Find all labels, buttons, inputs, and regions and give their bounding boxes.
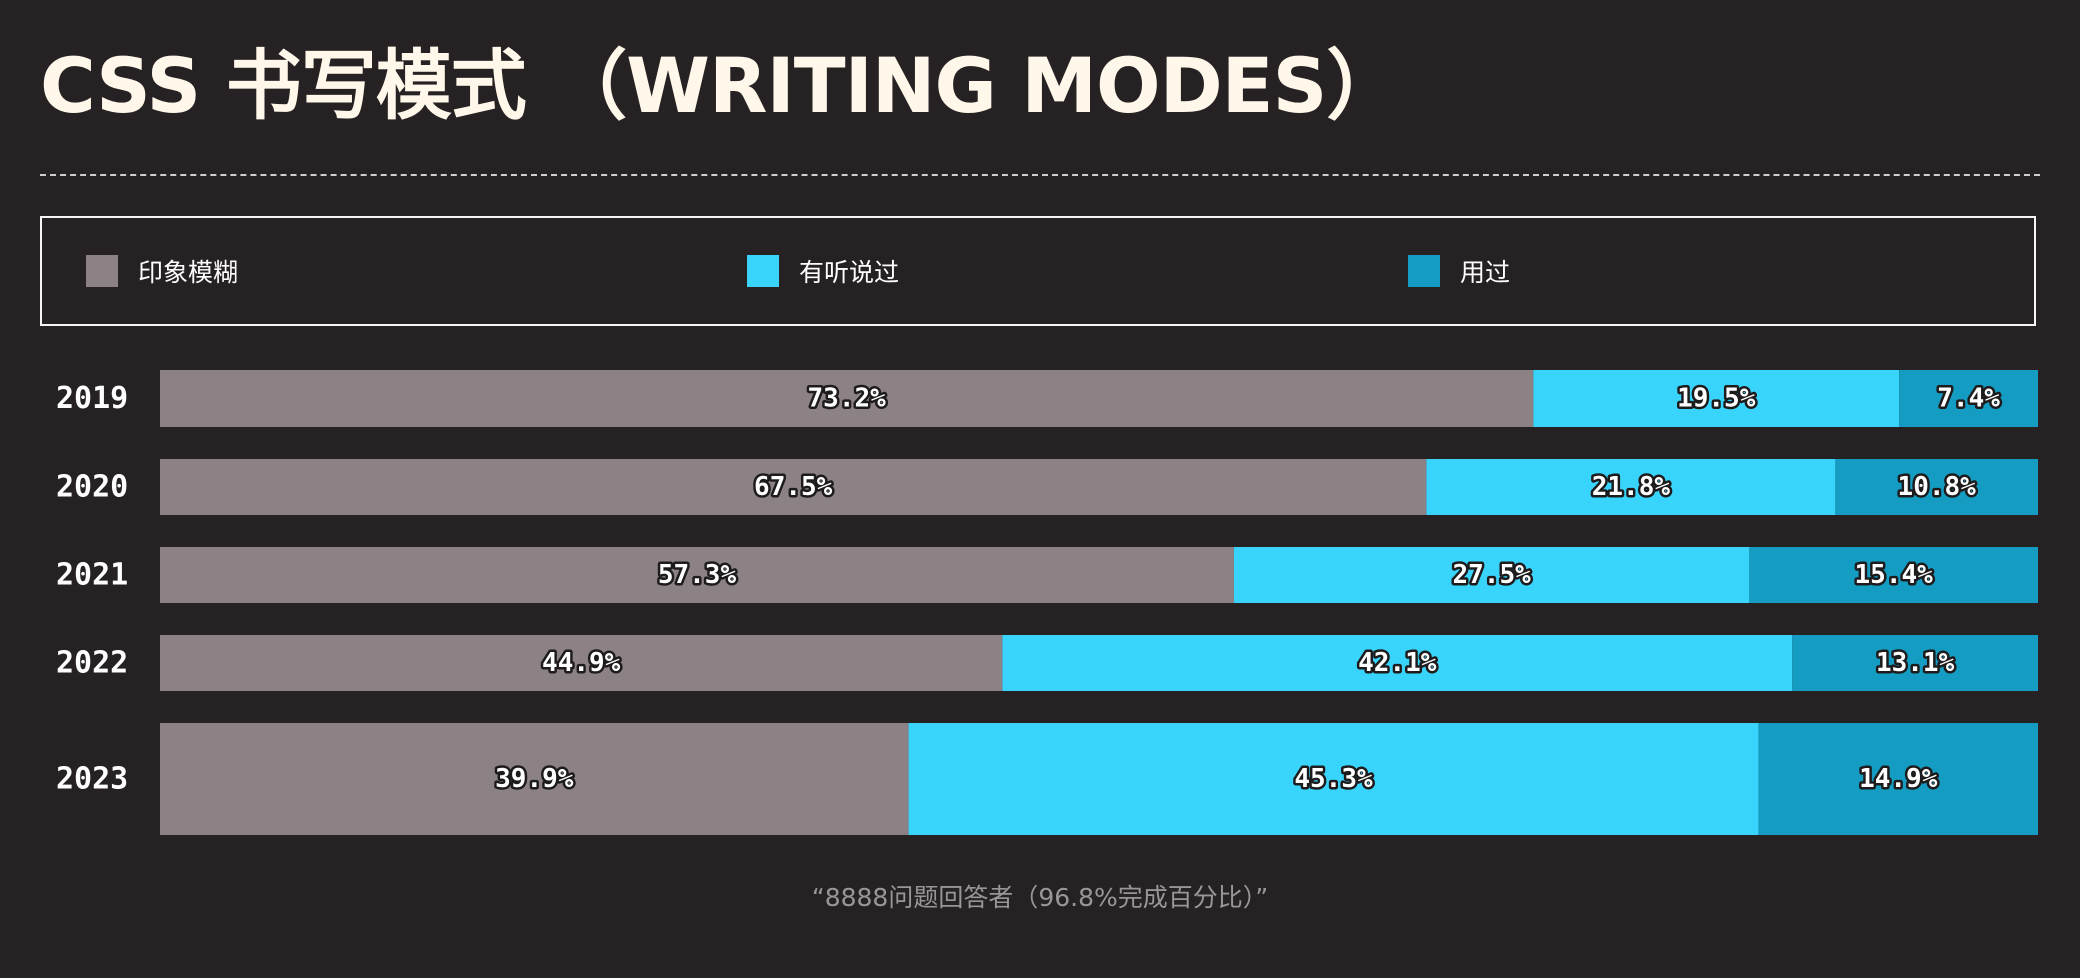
bar-label-2020-used: 10.8% (1898, 472, 1977, 502)
bar-2023-used[interactable] (1758, 723, 2038, 835)
bar-2020-used[interactable] (1835, 459, 2038, 515)
legend-swatch-vague (86, 255, 118, 287)
legend-item-vague[interactable]: 印象模糊 (86, 218, 238, 324)
bar-2019-used[interactable] (1899, 370, 2038, 427)
legend-label-heard-of: 有听说过 (799, 258, 900, 287)
bar-2022-vague[interactable] (160, 635, 1003, 691)
bar-label-2022-used: 13.1% (1876, 648, 1955, 678)
bar-2021-used[interactable] (1749, 547, 2038, 603)
bar-2020-heard-of[interactable] (1426, 459, 1836, 515)
bar-label-2022-heard-of: 42.1% (1358, 648, 1437, 678)
title-divider (40, 174, 2040, 176)
year-label-2022: 2022 (56, 646, 128, 681)
chart-title: CSS 书写模式 （WRITING MODES） (40, 41, 1402, 130)
legend: 印象模糊 有听说过 用过 (40, 216, 2036, 326)
bar-label-2021-heard-of: 27.5% (1453, 560, 1532, 590)
bar-2023-vague[interactable] (160, 723, 909, 835)
legend-swatch-heard-of (747, 255, 779, 287)
respondents-footnote: “8888问题回答者（96.8%完成百分比）” (811, 883, 1269, 912)
bar-label-2019-used: 7.4% (1937, 384, 2000, 414)
legend-label-used: 用过 (1460, 258, 1511, 287)
bar-2019-heard-of[interactable] (1533, 370, 1900, 427)
bar-label-2023-heard-of: 45.3% (1294, 764, 1373, 794)
legend-label-vague: 印象模糊 (138, 258, 239, 287)
legend-item-heard-of[interactable]: 有听说过 (747, 218, 899, 324)
bar-2020-vague[interactable] (160, 459, 1427, 515)
bar-label-2019-heard-of: 19.5% (1677, 384, 1756, 414)
bar-label-2023-used: 14.9% (1859, 764, 1938, 794)
bar-2021-vague[interactable] (160, 547, 1234, 603)
legend-swatch-used (1408, 255, 1440, 287)
year-label-2023: 2023 (56, 762, 128, 797)
bar-label-2021-vague: 57.3% (658, 560, 737, 590)
bar-2023-heard-of[interactable] (908, 723, 1759, 835)
bar-2021-heard-of[interactable] (1233, 547, 1750, 603)
year-label-2020: 2020 (56, 470, 128, 505)
legend-item-used[interactable]: 用过 (1408, 218, 1510, 324)
bar-label-2020-heard-of: 21.8% (1592, 472, 1671, 502)
year-label-2021: 2021 (56, 558, 128, 593)
bar-label-2022-vague: 44.9% (542, 648, 621, 678)
bar-2022-heard-of[interactable] (1002, 635, 1793, 691)
bar-label-2019-vague: 73.2% (808, 384, 887, 414)
bar-2022-used[interactable] (1792, 635, 2038, 691)
year-label-2019: 2019 (56, 381, 128, 416)
bar-label-2020-vague: 67.5% (754, 472, 833, 502)
bar-2019-vague[interactable] (160, 370, 1534, 427)
bar-label-2023-vague: 39.9% (495, 764, 574, 794)
bar-label-2021-used: 15.4% (1855, 560, 1934, 590)
